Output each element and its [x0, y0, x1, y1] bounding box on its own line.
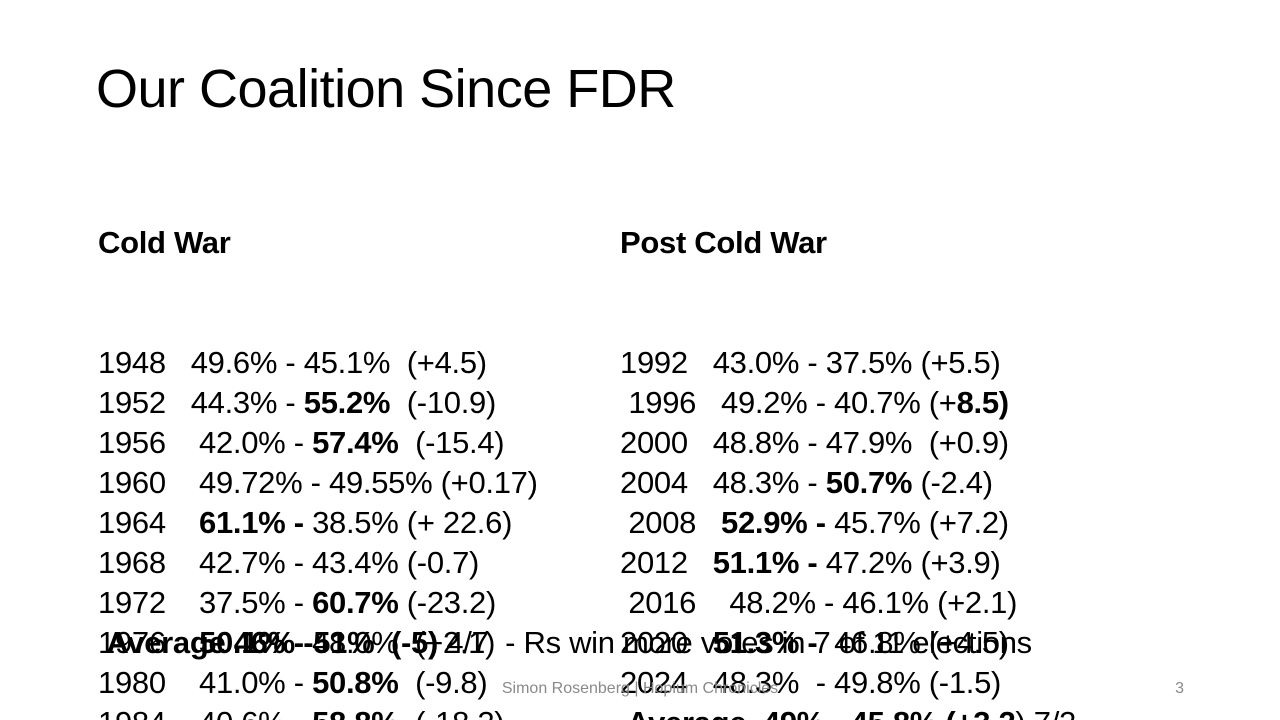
- table-row: 2024 48.3% - 49.8% (-1.5): [620, 663, 1122, 703]
- text-segment: 2020: [620, 625, 713, 660]
- text-segment: (-15.4): [398, 425, 505, 460]
- text-segment: 1972 37.5% -: [98, 585, 313, 620]
- text-segment: 38.5% (+ 22.6): [303, 505, 513, 540]
- text-segment: 1996 49.2% - 40.7% (+: [620, 385, 957, 420]
- table-row: Average 46% -51% (-5) 4/7 - Rs win more …: [98, 623, 1032, 663]
- text-segment: 2008: [620, 505, 722, 540]
- text-segment: 58.8%: [312, 705, 399, 720]
- table-row: 1948 49.6% - 45.1% (+4.5): [98, 343, 538, 383]
- text-segment: 2024 48.3% - 49.8% (-1.5): [620, 665, 1002, 700]
- text-segment: 45.7% (+7.2): [825, 505, 1009, 540]
- table-row: 1952 44.3% - 55.2% (-10.9): [98, 383, 538, 423]
- table-row: 1956 42.0% - 57.4% (-15.4): [98, 423, 538, 463]
- cold-war-rows: 1948 49.6% - 45.1% (+4.5) 1952 44.3% - 55…: [98, 343, 538, 720]
- table-row: 2000 48.8% - 47.9% (+0.9): [620, 423, 1122, 463]
- text-segment: 8.5): [956, 385, 1010, 420]
- text-segment: 55.2%: [303, 385, 391, 420]
- slide-title: Our Coalition Since FDR: [96, 59, 676, 119]
- text-segment: 1956 42.0% -: [98, 425, 313, 460]
- text-segment: 1992 43.0% - 37.5% (+5.5): [620, 345, 1001, 380]
- text-segment: 1964: [98, 505, 200, 540]
- text-segment: 1980 41.0% -: [98, 665, 313, 700]
- text-segment: 2000 48.8% - 47.9% (+0.9): [620, 425, 1009, 460]
- text-segment: (-2.4): [912, 465, 993, 500]
- table-row: 1972 37.5% - 60.7% (-23.2): [98, 583, 538, 623]
- text-segment: 47.2% (+3.9): [817, 545, 1001, 580]
- text-segment: 50.1% -: [199, 625, 304, 660]
- cold-war-average-row: Average 46% -51% (-5) 4/7 - Rs win more …: [98, 623, 1032, 663]
- text-segment: (-10.9): [390, 385, 497, 420]
- text-segment: 1976: [98, 625, 200, 660]
- text-segment: 1948 49.6% - 45.1% (+4.5): [98, 345, 487, 380]
- text-segment: 2016 48.2% - 46.1% (+2.1): [620, 585, 1018, 620]
- text-segment: Average 49% - 45.8% (+3.2: [620, 705, 1016, 720]
- text-segment: 51.3% -: [712, 625, 818, 660]
- text-segment: ) 7/2: [1015, 705, 1076, 720]
- text-segment: 1984 40.6% -: [98, 705, 312, 720]
- text-segment: 4/7 - Rs win more votes in 7 of 11 elect…: [438, 625, 1032, 660]
- cold-war-header: Cold War: [98, 225, 231, 260]
- table-row: 1976 50.1% - 48.0% (+2.1): [98, 623, 538, 663]
- text-segment: (-18.2): [398, 705, 505, 720]
- table-row: 1992 43.0% - 37.5% (+5.5): [620, 343, 1122, 383]
- table-row: 2016 48.2% - 46.1% (+2.1): [620, 583, 1122, 623]
- text-segment: 50.7%: [825, 465, 913, 500]
- table-row: 2004 48.3% - 50.7% (-2.4): [620, 463, 1122, 503]
- table-row: 2008 52.9% - 45.7% (+7.2): [620, 503, 1122, 543]
- text-segment: 2012: [620, 545, 713, 580]
- footer-credit: Simon Rosenberg | Hopium Chronicles: [501, 680, 779, 697]
- post-cold-war-rows: 1992 43.0% - 37.5% (+5.5) 1996 49.2% - 4…: [620, 343, 1122, 720]
- table-row: 1996 49.2% - 40.7% (+8.5): [620, 383, 1122, 423]
- text-segment: 48.0% (+2.1): [303, 625, 496, 660]
- text-segment: 57.4%: [312, 425, 399, 460]
- text-segment: 1968 42.7% - 43.4% (-0.7): [98, 545, 480, 580]
- page-number: 3: [1175, 680, 1184, 697]
- text-segment: 60.7%: [312, 585, 399, 620]
- text-segment: (-9.8): [398, 665, 488, 700]
- table-row: 1980 41.0% - 50.8% (-9.8): [98, 663, 538, 703]
- table-row: 1984 40.6% - 58.8% (-18.2): [98, 703, 538, 720]
- text-segment: 51.1% -: [712, 545, 818, 580]
- text-segment: 61.1% -: [199, 505, 304, 540]
- text-segment: 50.8%: [312, 665, 399, 700]
- text-segment: 1960 49.72% - 49.55% (+0.17): [98, 465, 538, 500]
- table-row: 1968 42.7% - 43.4% (-0.7): [98, 543, 538, 583]
- text-segment: 46.8% (+4.5): [817, 625, 1009, 660]
- post-cold-war-column: Post Cold War 1992 43.0% - 37.5% (+5.5) …: [620, 143, 1122, 720]
- text-segment: 52.9% -: [721, 505, 826, 540]
- text-segment: 1952 44.3% -: [98, 385, 304, 420]
- table-row: Average 49% - 45.8% (+3.2) 7/2: [620, 703, 1122, 720]
- text-segment: (-23.2): [398, 585, 497, 620]
- text-segment: Average 46% -51% (-5): [106, 625, 439, 660]
- text-segment: 2004 48.3% -: [620, 465, 826, 500]
- table-row: 2012 51.1% - 47.2% (+3.9): [620, 543, 1122, 583]
- table-row: 2020 51.3% - 46.8% (+4.5): [620, 623, 1122, 663]
- table-row: 1964 61.1% - 38.5% (+ 22.6): [98, 503, 538, 543]
- table-row: 1960 49.72% - 49.55% (+0.17): [98, 463, 538, 503]
- post-cold-war-header: Post Cold War: [620, 225, 827, 260]
- cold-war-column: Cold War 1948 49.6% - 45.1% (+4.5) 1952 4…: [98, 143, 538, 720]
